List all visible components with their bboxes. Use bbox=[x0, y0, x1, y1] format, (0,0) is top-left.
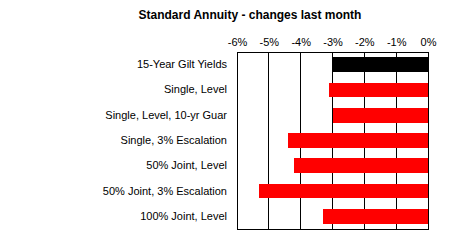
category-label: Single, 3% Escalation bbox=[121, 134, 227, 146]
grid bbox=[237, 52, 428, 229]
plot-frame bbox=[237, 52, 428, 229]
axis-line bbox=[238, 52, 429, 53]
bar bbox=[288, 133, 428, 148]
bar bbox=[294, 158, 428, 173]
tick: 50% Joint, Level bbox=[146, 159, 237, 171]
tick-label: -4% bbox=[291, 36, 311, 48]
y-axis: 15-Year Gilt Yields Single, Level Single, … bbox=[103, 53, 238, 230]
x-axis: -6% -5% -4% -3% -2% -1% 0% bbox=[228, 36, 437, 53]
tick: -2% bbox=[355, 36, 375, 52]
category-label: 50% Joint, Level bbox=[146, 159, 227, 171]
category-label: 100% Joint, Level bbox=[140, 210, 227, 222]
tick: -4% bbox=[291, 36, 311, 52]
tick: Single, 3% Escalation bbox=[121, 134, 237, 146]
tick: -5% bbox=[260, 36, 280, 52]
tick: -6% bbox=[228, 36, 248, 52]
category-label: Single, Level bbox=[164, 83, 227, 95]
category-label: Single, Level, 10-yr Guar bbox=[105, 109, 227, 121]
bar bbox=[333, 57, 429, 72]
tick: 50% Joint, 3% Escalation bbox=[103, 185, 237, 197]
bar bbox=[329, 83, 428, 98]
tick-label: -3% bbox=[323, 36, 343, 48]
tick: -3% bbox=[323, 36, 343, 52]
tick: 0% bbox=[421, 36, 437, 52]
tick: Single, Level, 10-yr Guar bbox=[105, 109, 237, 121]
bar bbox=[333, 108, 429, 123]
bar bbox=[323, 209, 428, 224]
tick: 15-Year Gilt Yields bbox=[137, 58, 237, 70]
tick-label: -1% bbox=[387, 36, 407, 48]
grid-line bbox=[268, 52, 269, 229]
axis-line bbox=[237, 53, 238, 230]
tick-label: 0% bbox=[421, 36, 437, 48]
tick: -1% bbox=[387, 36, 407, 52]
tick: 100% Joint, Level bbox=[140, 210, 237, 222]
category-label: 50% Joint, 3% Escalation bbox=[103, 185, 227, 197]
bars bbox=[259, 57, 428, 223]
tick-label: -5% bbox=[260, 36, 280, 48]
chart: Standard Annuity - changes last month -6%… bbox=[0, 0, 450, 241]
tick-label: -6% bbox=[228, 36, 248, 48]
tick-label: -2% bbox=[355, 36, 375, 48]
title: Standard Annuity - changes last month bbox=[139, 8, 362, 22]
tick: Single, Level bbox=[164, 83, 237, 95]
category-label: 15-Year Gilt Yields bbox=[137, 58, 228, 70]
bar bbox=[259, 184, 428, 199]
plot: -6% -5% -4% -3% -2% -1% 0% 15-Year Gilt Yields S… bbox=[103, 36, 437, 230]
